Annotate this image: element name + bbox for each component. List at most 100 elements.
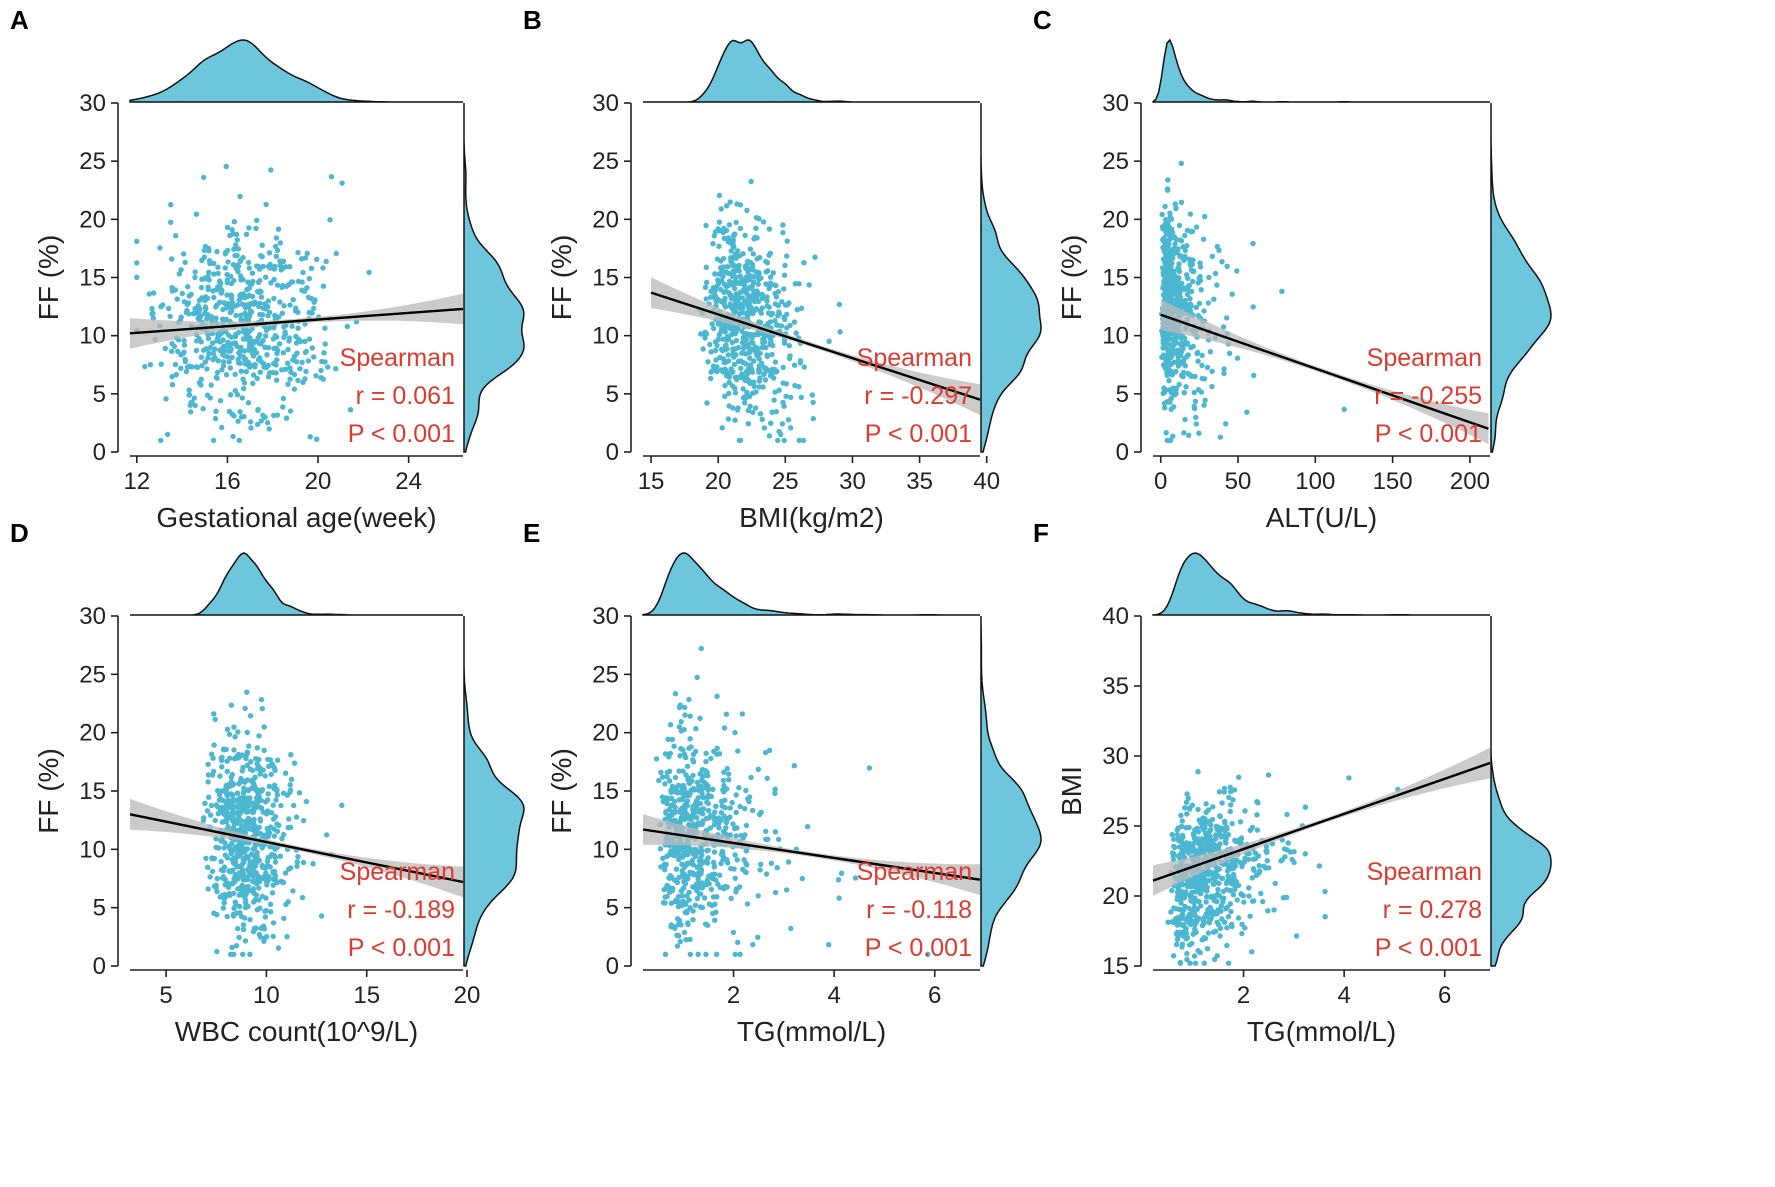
scatter-point [245,798,252,804]
scatter-point [273,797,279,803]
scatter-point [233,242,239,248]
scatter-point [720,229,726,236]
scatter-point [679,893,686,899]
scatter-point [231,219,237,225]
scatter-point [244,287,250,293]
scatter-point [1302,851,1309,857]
scatter-point [205,886,211,892]
scatter-point [725,771,732,777]
scatter-point [228,880,235,886]
scatter-point [224,806,230,813]
scatter-point [228,702,234,708]
scatter-point [680,782,687,789]
scatter-point [1223,906,1229,912]
scatter-point [237,349,243,355]
y-tick-label: 30 [79,90,106,117]
scatter-point [203,296,209,303]
scatter-point [723,819,730,826]
scatter-point [778,323,785,329]
scatter-point [680,854,686,860]
scatter-point [311,354,317,360]
scatter-point [751,279,757,285]
correlation-p: P < 0.001 [1375,420,1482,448]
scatter-point [169,348,175,354]
scatter-point [763,828,769,834]
scatter-point [1182,232,1188,239]
y-tick-label: 0 [93,439,106,466]
scatter-point [1170,271,1176,277]
scatter-point [1182,805,1188,811]
scatter-point [299,894,306,901]
scatter-point [1222,818,1228,824]
scatter-point [234,302,241,308]
scatter-point [1221,370,1227,377]
scatter-point [733,219,739,226]
scatter-point [254,745,260,751]
scatter-point [772,786,778,792]
scatter-point [1166,387,1173,393]
scatter-point [1199,352,1205,359]
scatter-point [1175,893,1181,900]
scatter-point [703,750,709,756]
x-tick-label: 25 [772,468,799,495]
scatter-point [263,201,269,208]
x-tick-label: 15 [353,982,380,1009]
scatter-point [773,409,779,415]
scatter-point [1164,370,1170,376]
scatter-point [192,269,198,275]
scatter-point [1200,818,1207,824]
scatter-point [705,807,712,814]
scatter-point [222,852,229,858]
scatter-point [236,818,242,824]
scatter-point [774,865,780,871]
x-tick-label: 4 [827,982,840,1009]
scatter-point [716,219,723,225]
y-tick-label: 20 [79,720,106,747]
scatter-point [716,192,723,199]
scatter-point [274,792,281,798]
scatter-point [1180,285,1187,291]
scatter-point [230,798,237,805]
scatter-point [1251,898,1257,904]
scatter-point [270,869,276,875]
scatter-point [227,892,233,898]
scatter-point [1224,925,1230,931]
scatter-point [1199,375,1205,382]
scatter-point [760,336,767,342]
scatter-point [281,303,287,309]
scatter-point [1200,921,1207,927]
scatter-point [209,340,216,346]
scatter-point [215,811,221,817]
y-axis-title: FF (%) [33,748,64,834]
scatter-point [1280,895,1287,901]
scatter-point [280,790,287,796]
scatter-point [1178,238,1185,244]
scatter-point [682,909,688,916]
scatter-point [220,337,226,343]
scatter-point [242,705,248,712]
scatter-point [681,793,688,799]
scatter-point [1169,831,1175,838]
scatter-point [1160,285,1166,291]
scatter-point [737,273,743,280]
scatter-point [288,865,294,871]
scatter-point [683,754,689,761]
scatter-point [274,282,281,288]
scatter-point [768,369,774,375]
scatter-point [697,800,704,807]
scatter-point [273,253,279,259]
scatter-point [297,338,304,345]
scatter-point [724,373,730,379]
scatter-point [721,297,728,304]
scatter-point [181,349,187,355]
scatter-point [787,353,793,359]
scatter-point [741,857,747,863]
scatter-point [277,240,283,246]
scatter-point [252,364,258,370]
scatter-point [722,856,728,862]
scatter-point [253,852,259,858]
scatter-point [201,174,207,181]
scatter-point [725,336,732,342]
scatter-point [752,405,759,411]
